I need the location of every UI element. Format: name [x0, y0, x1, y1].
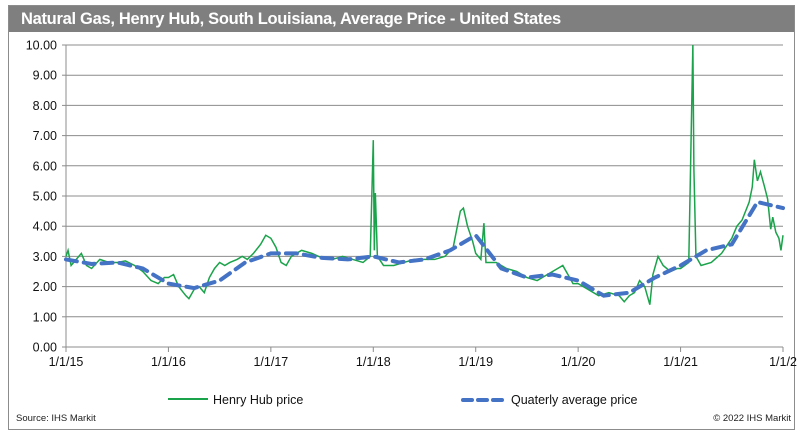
y-tick-label: 4.00 — [33, 220, 57, 234]
x-tick-label: 1/1/15 — [49, 355, 84, 369]
y-tick-label: 9.00 — [33, 69, 57, 83]
copyright-note: © 2022 IHS Markit — [713, 413, 791, 424]
legend-quarterly-label: Quaterly average price — [511, 393, 638, 407]
x-tick-label: 1/1/20 — [561, 355, 596, 369]
source-note: Source: IHS Markit — [16, 413, 96, 424]
y-tick-label: 2.00 — [33, 280, 57, 294]
y-tick-label: 7.00 — [33, 129, 57, 143]
x-tick-label: 1/1/19 — [458, 355, 493, 369]
chart-title: Natural Gas, Henry Hub, South Louisiana,… — [9, 6, 794, 32]
y-tick-label: 1.00 — [33, 310, 57, 324]
series-henry-hub-line — [65, 44, 784, 305]
x-tick-label: 1/1/16 — [151, 355, 186, 369]
y-tick-label: 5.00 — [33, 190, 57, 204]
series-quarterly-average-line — [64, 199, 785, 298]
y-tick-label: 8.00 — [33, 99, 57, 113]
x-tick-label: 1/1/18 — [356, 355, 391, 369]
y-tick-label: 0.00 — [33, 341, 57, 355]
y-tick-label: 10.00 — [26, 39, 57, 53]
x-tick-label: 1/1/2 — [769, 355, 797, 369]
legend-henry-hub-label: Henry Hub price — [213, 393, 303, 407]
chart-frame — [8, 5, 795, 430]
y-tick-label: 3.00 — [33, 250, 57, 264]
y-tick-label: 6.00 — [33, 159, 57, 173]
x-tick-label: 1/1/17 — [253, 355, 288, 369]
x-tick-label: 1/1/21 — [663, 355, 698, 369]
